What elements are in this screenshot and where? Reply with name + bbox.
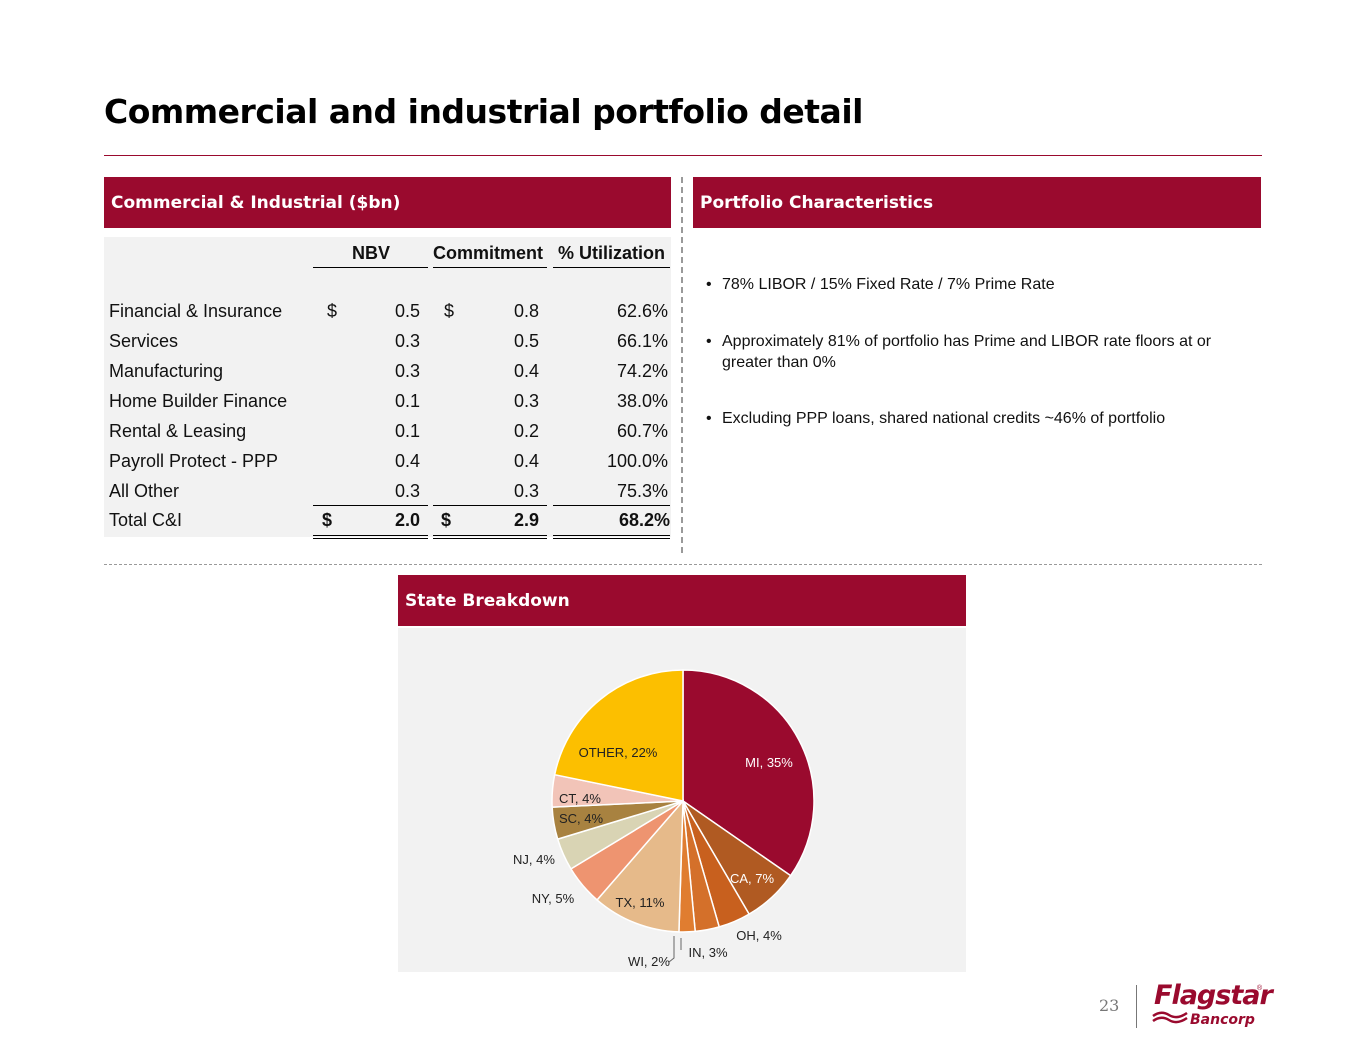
pie-label-in: IN, 3% <box>688 945 727 960</box>
pie-label-ny: NY, 5% <box>532 891 575 906</box>
bullet-text: Approximately 81% of portfolio has Prime… <box>722 333 1212 371</box>
commitment-cell: 0.3 <box>513 391 539 411</box>
col-header-rule <box>313 267 428 268</box>
utilization-cell: 100.0% <box>606 451 668 471</box>
pie-label-tx: TX, 11% <box>616 895 665 910</box>
utilization-cell: 66.1% <box>616 331 668 351</box>
bullet-dot: • <box>706 276 712 293</box>
row-label: All Other <box>109 481 180 501</box>
title-divider <box>104 155 1262 156</box>
total-double-rule <box>553 535 670 536</box>
currency-symbol: $ <box>327 301 338 321</box>
nbv-cell: 0.3 <box>394 361 420 381</box>
characteristics-panel-header: Portfolio Characteristics <box>693 177 1261 228</box>
row-label: Payroll Protect - PPP <box>109 451 279 471</box>
total-double-rule <box>553 538 670 539</box>
pie-label-ct: CT, 4% <box>559 791 601 806</box>
bancorp-logo-text: Bancorp <box>1190 1012 1255 1028</box>
characteristic-bullet: • Approximately 81% of portfolio has Pri… <box>706 331 1254 373</box>
utilization-cell: 62.6% <box>616 301 668 321</box>
flagstar-logo: Flagstar <box>1154 980 1273 1011</box>
bullet-text: 78% LIBOR / 15% Fixed Rate / 7% Prime Ra… <box>722 276 1055 293</box>
pie-label-sc: SC, 4% <box>559 811 604 826</box>
pie-label-other: OTHER, 22% <box>579 745 658 760</box>
col-header-utilization: % Utilization <box>558 243 665 263</box>
row-label: Services <box>109 331 179 351</box>
commitment-cell: 0.3 <box>513 481 539 501</box>
bullet-dot: • <box>706 333 712 350</box>
utilization-cell: 75.3% <box>616 481 668 501</box>
logo-swoosh-icon <box>1152 1011 1188 1024</box>
total-label: Total C&I <box>109 510 183 530</box>
utilization-cell: 60.7% <box>616 421 668 441</box>
characteristic-bullet: • 78% LIBOR / 15% Fixed Rate / 7% Prime … <box>706 274 1254 295</box>
leader-line <box>668 936 675 963</box>
pie-slice-tx <box>596 798 684 933</box>
page-number: 23 <box>1099 996 1120 1015</box>
pie-label-ca: CA, 7% <box>730 871 775 886</box>
nbv-cell: 0.4 <box>394 451 420 471</box>
total-rule <box>433 505 547 506</box>
utilization-cell: 74.2% <box>616 361 668 381</box>
currency-symbol: $ <box>444 301 455 321</box>
total-double-rule <box>433 535 547 536</box>
vertical-divider <box>681 177 683 553</box>
total-rule <box>553 505 670 506</box>
nbv-cell: 0.1 <box>394 391 420 411</box>
registered-mark: ® <box>1257 985 1263 992</box>
utilization-cell: 38.0% <box>616 391 668 411</box>
row-label: Manufacturing <box>109 361 224 381</box>
currency-symbol: $ <box>441 510 452 530</box>
total-nbv: 2.0 <box>394 510 420 530</box>
state-panel-header: State Breakdown <box>398 575 966 626</box>
pie-label-wi: WI, 2% <box>628 954 670 969</box>
page-title: Commercial and industrial portfolio deta… <box>104 92 863 131</box>
ci-table <box>104 237 671 537</box>
horizontal-divider <box>104 564 1262 565</box>
col-header-nbv: NBV <box>352 243 391 263</box>
state-pie-chart: MI, 35% CA, 7% OH, 4% IN, 3% WI, 2% TX, 11% NY… <box>513 669 815 969</box>
pie-label-nj: NJ, 4% <box>513 852 555 867</box>
commitment-cell: 0.2 <box>513 421 539 441</box>
commitment-cell: 0.4 <box>513 361 539 381</box>
pie-slice-mi <box>682 669 815 877</box>
col-header-rule <box>433 267 547 268</box>
total-double-rule <box>433 538 547 539</box>
row-label: Home Builder Finance <box>109 391 288 411</box>
total-utilization: 68.2% <box>618 510 670 530</box>
total-rule <box>313 505 428 506</box>
nbv-cell: 0.1 <box>394 421 420 441</box>
currency-symbol: $ <box>322 510 333 530</box>
bullet-text: Excluding PPP loans, shared national cre… <box>722 410 1166 427</box>
characteristic-bullet: • Excluding PPP loans, shared national c… <box>706 408 1254 429</box>
commitment-cell: 0.4 <box>513 451 539 471</box>
ci-panel-header: Commercial & Industrial ($bn) <box>104 177 671 228</box>
nbv-cell: 0.3 <box>394 331 420 351</box>
bullet-dot: • <box>706 410 712 427</box>
logo-divider <box>1136 985 1137 1028</box>
pie-slice-other <box>553 669 684 802</box>
commitment-cell: 0.8 <box>513 301 539 321</box>
nbv-cell: 0.5 <box>394 301 420 321</box>
col-header-rule <box>553 267 670 268</box>
row-label: Rental & Leasing <box>109 421 247 441</box>
total-commitment: 2.9 <box>513 510 539 530</box>
row-label: Financial & Insurance <box>109 301 283 321</box>
pie-label-mi: MI, 35% <box>745 755 793 770</box>
col-header-commitment: Commitment <box>433 243 544 263</box>
nbv-cell: 0.3 <box>394 481 420 501</box>
commitment-cell: 0.5 <box>513 331 539 351</box>
pie-label-oh: OH, 4% <box>736 928 782 943</box>
total-double-rule <box>313 535 428 536</box>
total-double-rule <box>313 538 428 539</box>
